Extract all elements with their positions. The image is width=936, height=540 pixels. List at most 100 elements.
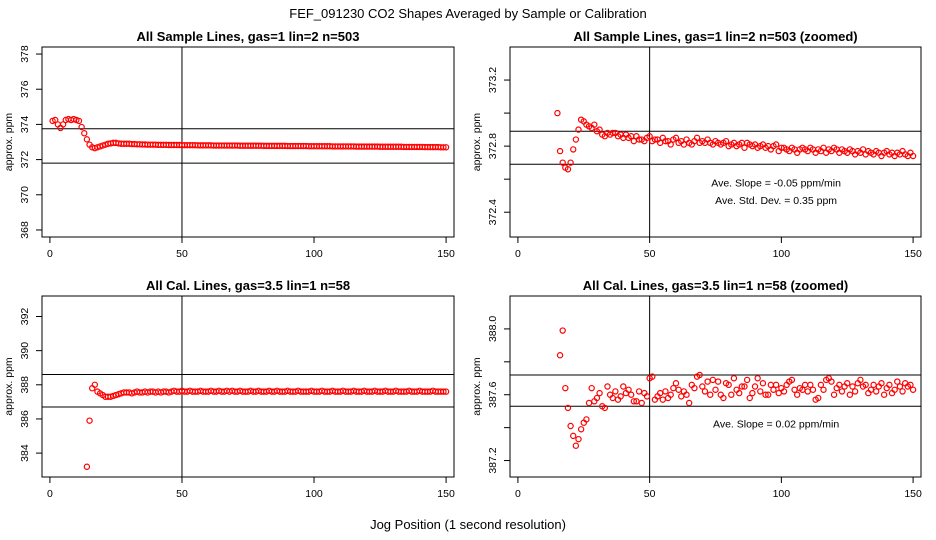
data-point [712, 386, 719, 393]
y-tick-label: 387.6 [487, 381, 499, 407]
data-point [672, 380, 680, 387]
data-point [791, 386, 798, 393]
data-point [762, 391, 769, 398]
data-point [730, 375, 738, 382]
chart-title: All Cal. Lines, gas=3.5 lin=1 n=58 [146, 278, 350, 293]
data-point [707, 391, 714, 398]
data-points [554, 109, 917, 173]
data-point [575, 435, 582, 443]
data-point [588, 384, 595, 392]
data-point [699, 383, 706, 390]
data-point [556, 147, 564, 155]
data-point [736, 389, 743, 397]
y-tick-label: 370 [19, 186, 31, 204]
data-point [770, 386, 777, 393]
data-point [788, 376, 796, 384]
data-point [873, 388, 880, 395]
data-point [662, 388, 669, 395]
annotation-1: Ave. Slope = -0.05 ppm/min [711, 178, 841, 190]
data-point [899, 388, 906, 395]
data-point [775, 389, 782, 397]
data-point [683, 391, 690, 398]
y-tick-label: 376 [19, 80, 31, 98]
data-point [751, 383, 759, 390]
panels: All Sample Lines, gas=1 lin=2 n=503 0 50 10… [3, 29, 922, 500]
data-point [759, 380, 767, 387]
x-tick-label: 0 [515, 488, 521, 500]
data-point [572, 136, 580, 143]
data-point [880, 391, 888, 398]
data-point [817, 381, 825, 389]
data-point [564, 166, 572, 173]
data-point [604, 383, 611, 390]
data-point [844, 380, 851, 387]
x-tick-label: 50 [176, 248, 188, 260]
y-tick-label: 372.4 [487, 199, 499, 225]
data-point [857, 376, 864, 384]
data-point [809, 386, 817, 393]
data-point [662, 137, 669, 145]
data-point [585, 399, 593, 407]
data-point [807, 381, 814, 389]
data-point [440, 388, 447, 395]
plot-frame [509, 295, 922, 478]
data-point [575, 126, 582, 133]
data-point [851, 388, 859, 395]
data-point [743, 376, 751, 384]
data-point [91, 381, 99, 388]
data-point [749, 389, 756, 397]
data-point [567, 422, 574, 430]
chart-title: All Sample Lines, gas=1 lin=2 n=503 (zoo… [573, 29, 857, 44]
data-point [801, 381, 809, 389]
data-point [907, 381, 914, 389]
data-point [696, 371, 703, 379]
data-point [596, 126, 603, 133]
data-point [609, 129, 616, 137]
x-tick-label: 100 [773, 488, 791, 500]
x-tick-label: 150 [437, 248, 455, 260]
figure-x-axis-label: Jog Position (1 second resolution) [370, 517, 566, 532]
y-tick-label: 378 [19, 45, 31, 63]
y-tick-label: 386 [19, 410, 31, 428]
data-point [649, 373, 656, 380]
y-tick-label: 387.2 [487, 447, 499, 473]
x-tick-label: 50 [644, 488, 656, 500]
data-point [862, 381, 869, 389]
figure-title: FEF_091230 CO2 Shapes Averaged by Sample… [289, 6, 646, 21]
data-point [754, 375, 761, 382]
data-point [670, 384, 677, 392]
data-point [772, 381, 780, 389]
y-tick-label: 388.0 [487, 316, 499, 342]
data-point [780, 388, 788, 395]
data-point [793, 391, 801, 398]
data-point [643, 393, 651, 400]
data-point [646, 133, 653, 140]
data-point [667, 141, 674, 148]
data-point [741, 383, 748, 390]
data-point [691, 384, 698, 392]
data-point [617, 393, 624, 400]
data-points [83, 381, 450, 470]
data-point [894, 378, 901, 385]
data-point [746, 394, 753, 402]
data-point [638, 399, 645, 407]
data-point [442, 144, 450, 151]
y-axis-label: approx. ppm [471, 357, 483, 416]
x-tick-label: 150 [904, 248, 922, 260]
x-tick-label: 50 [644, 248, 656, 260]
data-point [828, 378, 835, 385]
data-point [577, 426, 585, 433]
data-point [878, 380, 885, 387]
x-tick-label: 0 [47, 488, 53, 500]
data-point [909, 152, 917, 160]
y-tick-label: 390 [19, 342, 31, 360]
chart-panel-4: All Cal. Lines, gas=3.5 lin=1 n=58 (zoom… [471, 278, 922, 500]
data-point [870, 381, 877, 389]
y-axis-label: approx. ppm [471, 113, 483, 172]
x-tick-label: 100 [773, 248, 791, 260]
data-point [722, 137, 730, 145]
y-tick-label: 372.8 [487, 133, 499, 159]
data-point [583, 416, 590, 423]
plot-frame [509, 46, 922, 238]
